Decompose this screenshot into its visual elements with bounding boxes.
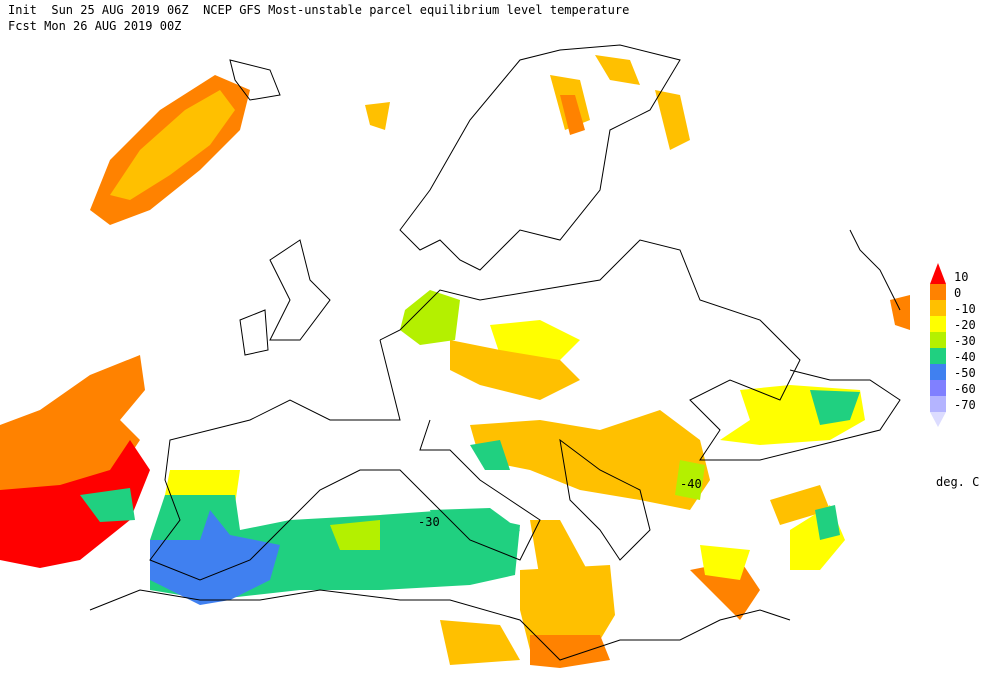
- region: [655, 90, 690, 150]
- coastline: [559, 438, 651, 561]
- region: [595, 55, 640, 85]
- legend-label: 0: [954, 286, 961, 300]
- region: [0, 440, 150, 568]
- legend-swatch: [930, 412, 946, 427]
- field: [0, 55, 910, 668]
- legend-swatch: [930, 380, 946, 396]
- coastline: [269, 239, 331, 341]
- legend-swatch: [930, 396, 946, 412]
- legend-label: -30: [954, 334, 976, 348]
- region: [530, 520, 590, 580]
- region: [150, 510, 280, 605]
- legend-swatch: [930, 300, 946, 316]
- region: [110, 90, 235, 200]
- coastlines: [89, 44, 901, 661]
- region: [675, 460, 705, 500]
- legend-label: -50: [954, 366, 976, 380]
- coastline: [399, 44, 681, 271]
- region: [815, 505, 840, 540]
- legend-label: -40: [954, 350, 976, 364]
- header-line: Fcst Mon 26 AUG 2019 00Z: [8, 19, 181, 33]
- region: [450, 340, 580, 400]
- region: [365, 102, 390, 130]
- coastline: [89, 589, 791, 661]
- region: [470, 440, 510, 470]
- region: [430, 508, 520, 560]
- contour-label: -30: [418, 515, 440, 529]
- legend-swatch: [930, 332, 946, 348]
- region: [0, 355, 145, 500]
- legend-swatch: [930, 316, 946, 332]
- region: [810, 390, 860, 425]
- coastline: [849, 229, 901, 311]
- region: [520, 565, 615, 650]
- region: [560, 95, 585, 135]
- contour-label: -40: [680, 477, 702, 491]
- legend-label: -20: [954, 318, 976, 332]
- region: [490, 320, 580, 360]
- legend-label: -10: [954, 302, 976, 316]
- region: [470, 410, 710, 510]
- coastline: [379, 239, 901, 461]
- region: [440, 620, 520, 665]
- region: [530, 635, 610, 668]
- region: [700, 545, 750, 580]
- region: [330, 520, 380, 550]
- region: [80, 488, 135, 522]
- region: [890, 295, 910, 330]
- region: [400, 290, 460, 345]
- legend-swatch: [930, 284, 946, 300]
- legend-units: deg. C: [936, 475, 979, 489]
- legend-label: -60: [954, 382, 976, 396]
- coastline: [229, 59, 281, 101]
- legend-swatch: [930, 263, 946, 284]
- legend-label: -70: [954, 398, 976, 412]
- legend-swatch: [930, 364, 946, 380]
- legend: 10 0 -10 -20 -30 -40 -50 -60 -70: [930, 263, 976, 427]
- coastline: [239, 309, 269, 356]
- coastline: [149, 339, 541, 581]
- header-line: Init Sun 25 AUG 2019 06Z NCEP GFS Most-u…: [8, 3, 629, 17]
- region: [770, 485, 830, 525]
- legend-swatch: [930, 348, 946, 364]
- legend-label: 10: [954, 270, 968, 284]
